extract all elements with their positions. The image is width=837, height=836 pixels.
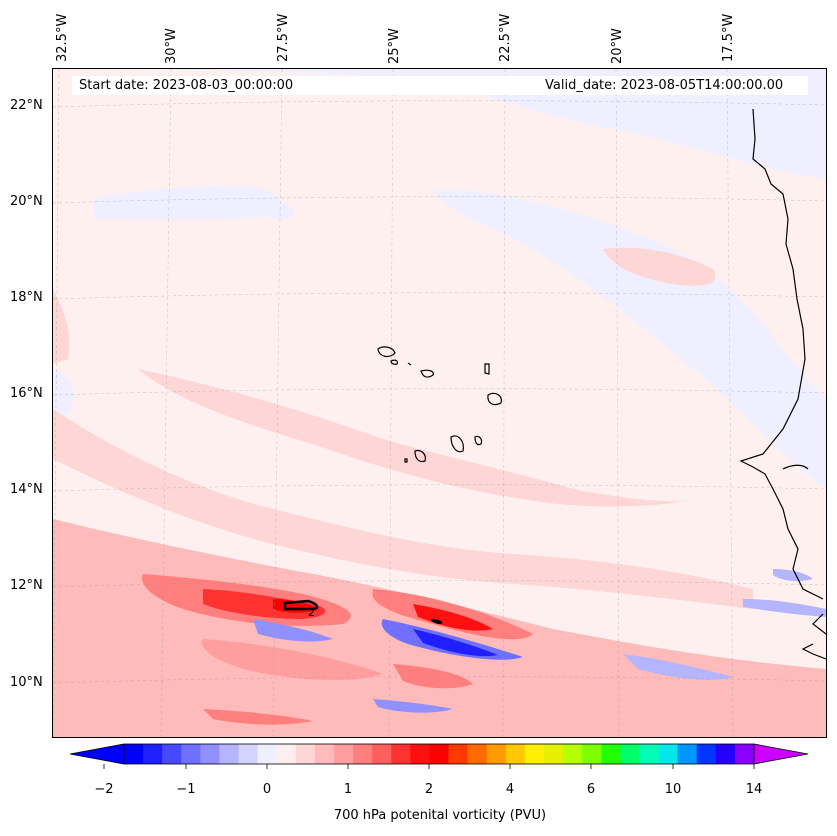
pv-negative-streak <box>413 629 498 657</box>
colorbar-tick-label: 4 <box>505 782 515 797</box>
pv-positive-band <box>53 289 70 364</box>
colorbar-segment <box>372 744 392 764</box>
colorbar-segment <box>486 744 507 764</box>
pv-positive-core <box>413 604 493 631</box>
lon-label-27-5w: 27.5°W <box>276 13 291 62</box>
colorbar-label: 700 hPa potenital vorticity (PVU) <box>333 808 547 823</box>
pv-positive-band <box>202 639 383 681</box>
pv-negative-region <box>53 69 826 179</box>
colorbar-segment <box>295 744 316 764</box>
colorbar-segment <box>334 744 354 764</box>
colorbar-segment <box>162 744 182 764</box>
colorbar-segment <box>314 744 335 764</box>
colorbar-segment <box>563 744 583 764</box>
pv-positive-band <box>53 519 826 737</box>
pv-2-contour <box>283 599 319 611</box>
lat-label-20n: 20°N <box>10 194 43 209</box>
colorbar-segment <box>143 744 163 764</box>
colorbar-tick-label: −2 <box>94 782 114 797</box>
colorbar-segment <box>276 744 297 764</box>
colorbar-segment <box>219 744 239 764</box>
colorbar-segment <box>391 744 411 764</box>
colorbar-tick-label: 10 <box>664 782 682 797</box>
lat-label-12n: 12°N <box>10 578 43 593</box>
pv-positive-band <box>393 664 473 689</box>
lon-label-30w: 30°W <box>164 28 179 64</box>
valid-date: Valid_date: 2023-08-05T14:00:00.00 <box>545 78 784 93</box>
pv-map: 2 <box>52 68 827 738</box>
lat-label-14n: 14°N <box>10 482 43 497</box>
colorbar-segment <box>620 744 640 764</box>
info-strip <box>72 76 808 95</box>
colorbar-segment <box>658 744 679 764</box>
lon-label-25w: 25°W <box>387 28 402 64</box>
pv-negative-streak <box>743 599 826 617</box>
colorbar-segment <box>429 744 449 764</box>
pv-positive-band <box>138 369 693 507</box>
colorbar-tick-label: 0 <box>262 782 272 797</box>
lat-label-10n: 10°N <box>10 675 43 690</box>
colorbar-segment <box>124 744 144 764</box>
lat-label-18n: 18°N <box>10 290 43 305</box>
colorbar-segment <box>467 744 488 764</box>
colorbar-segment <box>524 744 545 764</box>
colorbar-extend-low <box>69 743 125 765</box>
colorbar-tick-label: 1 <box>343 782 353 797</box>
colorbar <box>69 743 809 769</box>
contour-label: 2 <box>308 606 315 619</box>
colorbar-extend-high <box>753 743 809 765</box>
colorbar-segment <box>696 744 717 764</box>
coastline <box>377 108 826 660</box>
colorbar-segment <box>448 744 469 764</box>
colorbar-segment <box>505 744 526 764</box>
colorbar-segment <box>257 744 278 764</box>
colorbar-segment <box>639 744 659 764</box>
lon-label-20w: 20°W <box>610 28 625 64</box>
pv-positive-band <box>203 709 313 725</box>
lat-label-22n: 22°N <box>10 98 43 113</box>
pv-field: 2 <box>53 69 826 737</box>
colorbar-segment <box>734 744 755 764</box>
pv-negative-region <box>93 186 282 221</box>
lat-label-16n: 16°N <box>10 386 43 401</box>
colorbar-segment <box>410 744 430 764</box>
colorbar-segment <box>181 744 201 764</box>
colorbar-segment <box>544 744 564 764</box>
colorbar-tick-label: 2 <box>424 782 434 797</box>
lon-label-22-5w: 22.5°W <box>498 13 513 62</box>
pv-negative-streak <box>623 654 733 680</box>
colorbar-segment <box>238 744 259 764</box>
colorbar-segment <box>601 744 621 764</box>
pv-positive-band <box>603 247 716 286</box>
pv-negative-region <box>263 202 294 220</box>
pv-2-contour <box>431 619 443 624</box>
pv-negative-streak <box>373 699 453 713</box>
colorbar-tick-label: 14 <box>745 782 763 797</box>
colorbar-tick-label: −1 <box>176 782 196 797</box>
colorbar-segment <box>353 744 373 764</box>
pv-negative-streak <box>253 619 333 642</box>
colorbar-outline <box>123 743 755 765</box>
lon-label-32-5w: 32.5°W <box>55 13 70 62</box>
colorbar-tick-label: 6 <box>586 782 596 797</box>
pv-negative-streak <box>773 569 813 582</box>
colorbar-segment <box>200 744 220 764</box>
lon-label-17-5w: 17.5°W <box>721 13 736 62</box>
pv-positive-band <box>53 409 753 609</box>
colorbar-segment <box>582 744 602 764</box>
start-date: Start date: 2023-08-03_00:00:00 <box>79 78 294 93</box>
colorbar-segment <box>715 744 736 764</box>
colorbar-segment <box>677 744 698 764</box>
